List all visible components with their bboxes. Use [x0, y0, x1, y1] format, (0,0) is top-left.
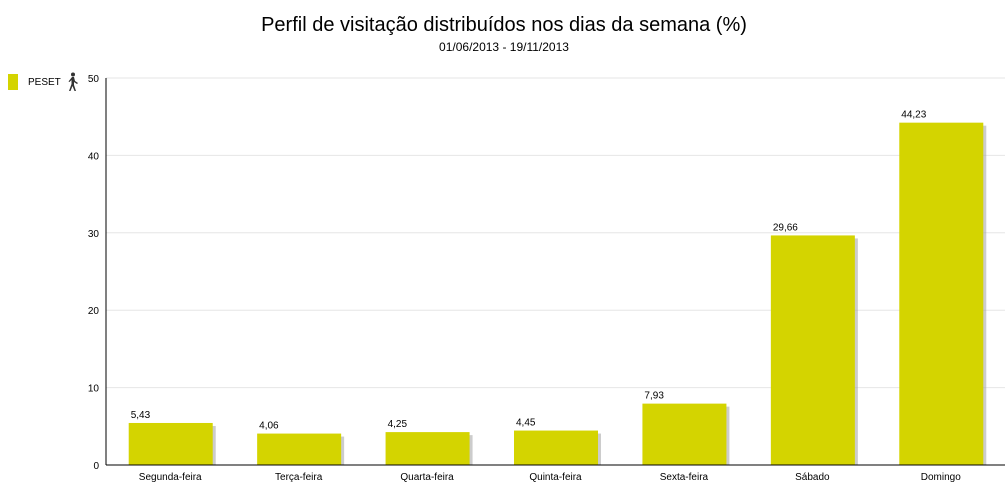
- legend-label: PESET: [28, 76, 61, 88]
- y-tick-label: 20: [88, 306, 100, 317]
- data-label: 7,93: [644, 391, 664, 402]
- data-label: 4,25: [388, 419, 408, 430]
- chart-subtitle: 01/06/2013 - 19/11/2013: [439, 40, 569, 54]
- legend-swatch: [8, 74, 18, 90]
- y-tick-label: 50: [88, 74, 100, 85]
- pedestrian-icon: [68, 72, 78, 91]
- y-tick-label: 10: [88, 384, 100, 395]
- x-tick-label: Quinta-feira: [529, 472, 582, 483]
- data-label: 29,66: [773, 222, 798, 233]
- x-tick-label: Segunda-feira: [139, 472, 202, 483]
- bar: [770, 235, 855, 465]
- bar: [514, 430, 598, 465]
- data-label: 44,23: [901, 110, 926, 121]
- data-label: 4,06: [259, 421, 279, 432]
- y-tick-label: 30: [88, 229, 100, 240]
- data-label: 5,43: [131, 410, 151, 421]
- bar: [899, 122, 984, 466]
- y-tick-label: 40: [88, 151, 100, 162]
- x-tick-label: Terça-feira: [275, 472, 323, 483]
- y-tick-label: 0: [93, 461, 99, 472]
- data-label: 4,45: [516, 418, 536, 429]
- x-tick-label: Quarta-feira: [400, 472, 454, 483]
- x-tick-label: Sábado: [795, 472, 830, 483]
- bar: [385, 432, 470, 465]
- bar: [642, 403, 727, 465]
- x-tick-label: Sexta-feira: [660, 472, 709, 483]
- bar: [128, 422, 213, 465]
- legend-item-peset[interactable]: PESET: [8, 72, 80, 92]
- x-tick-label: Domingo: [921, 472, 961, 483]
- chart-title: Perfil de visitação distribuídos nos dia…: [261, 14, 747, 36]
- bar: [257, 433, 342, 465]
